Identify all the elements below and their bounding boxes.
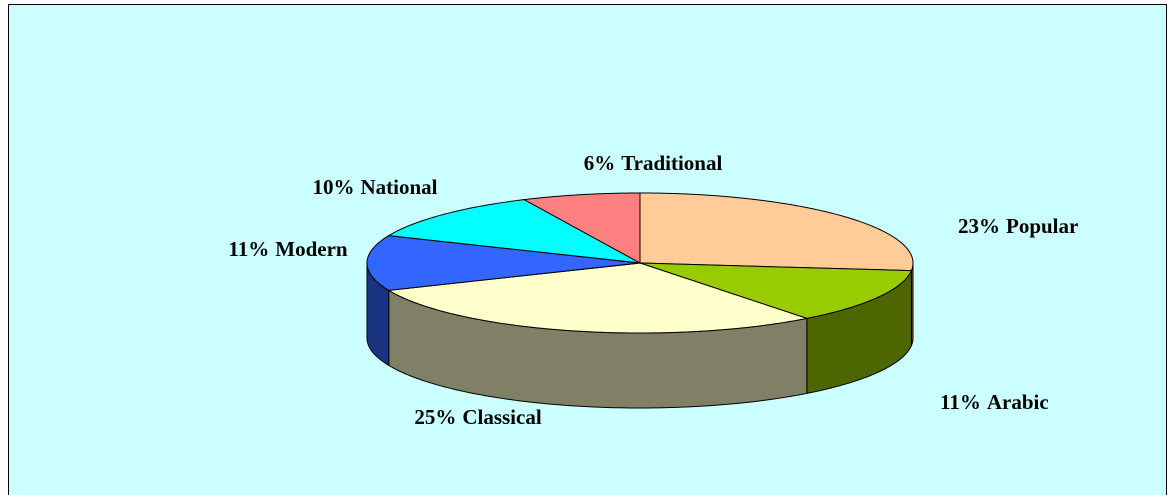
slice-label: 25% Classical — [414, 405, 542, 429]
slice-category: Classical — [462, 405, 542, 429]
slice-value-label: 6% — [584, 151, 616, 175]
slice-label: 6% Traditional — [584, 151, 723, 175]
slice — [387, 262, 809, 334]
slice-category: Traditional — [621, 151, 722, 175]
slice — [522, 192, 641, 264]
slice-category: Popular — [1006, 214, 1078, 238]
slice — [639, 262, 913, 319]
slice-category: National — [360, 175, 437, 199]
slice-category: Arabic — [987, 390, 1049, 414]
slice-label: 23% Popular — [958, 214, 1078, 238]
slice-category: Modern — [275, 237, 348, 261]
slice-value-label: 10% — [312, 175, 354, 199]
slice-label: 11% Arabic — [940, 390, 1049, 414]
slice-value-label: 11% — [940, 390, 981, 414]
slice-label: 10% National — [312, 175, 437, 199]
slice-value-label: 11% — [228, 237, 269, 261]
slice — [387, 199, 641, 264]
slice-value-label: 23% — [958, 214, 1000, 238]
slice-value-label: 25% — [414, 405, 456, 429]
slice — [639, 192, 914, 272]
slice-label: 11% Modern — [228, 237, 347, 261]
slice — [366, 235, 641, 291]
